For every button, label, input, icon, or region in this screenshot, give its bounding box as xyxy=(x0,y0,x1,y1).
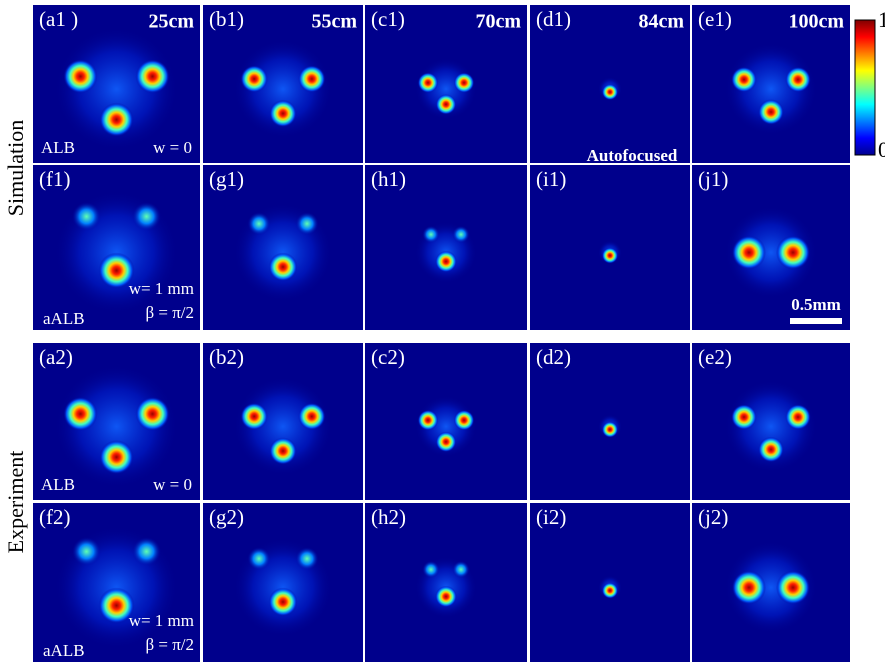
spot xyxy=(136,59,170,93)
annotation: ALB xyxy=(41,138,75,157)
panel-label: (i2) xyxy=(536,505,566,529)
dim-spot xyxy=(132,202,161,231)
panel-label: (a2) xyxy=(39,345,73,369)
panel-label: (g2) xyxy=(209,505,244,529)
panel-label: (e2) xyxy=(698,345,732,369)
panel-label: (b2) xyxy=(209,345,244,369)
spot xyxy=(454,73,474,93)
annotation: aALB xyxy=(43,641,85,660)
spot xyxy=(64,397,98,431)
spot xyxy=(136,397,170,431)
dim-spot xyxy=(295,212,318,235)
scale-bar xyxy=(790,318,842,324)
focus-spot xyxy=(602,422,618,438)
panel-label: (e1) xyxy=(698,7,732,31)
distance: 25cm xyxy=(148,11,194,33)
spot xyxy=(241,65,268,92)
spot xyxy=(418,410,438,430)
distance: 100cm xyxy=(788,11,844,33)
spot xyxy=(435,586,457,608)
spot xyxy=(418,73,438,93)
side-label: Experiment xyxy=(3,451,28,554)
spot xyxy=(436,94,456,114)
annotation: aALB xyxy=(43,309,85,328)
annotation: w= 1 mm xyxy=(129,279,194,298)
annotation: β = π/2 xyxy=(145,303,194,322)
spot xyxy=(776,236,810,270)
spot xyxy=(64,59,98,93)
panel-label: (i1) xyxy=(536,167,566,191)
dim-spot xyxy=(452,226,469,243)
dim-spot xyxy=(295,547,318,570)
distance: 84cm xyxy=(638,11,684,33)
annotation: Autofocused xyxy=(587,146,678,165)
spot xyxy=(100,103,134,137)
focus-spot xyxy=(602,583,618,599)
panel-label: (g1) xyxy=(209,167,244,191)
spot xyxy=(758,99,784,125)
spot xyxy=(269,437,296,464)
annotation: ALB xyxy=(41,475,75,494)
panel-label: (h1) xyxy=(371,167,406,191)
spot xyxy=(241,403,268,430)
focus-spot xyxy=(602,84,618,100)
colorbar xyxy=(855,20,875,155)
dim-spot xyxy=(422,561,439,578)
spot xyxy=(435,251,457,273)
panel-label: (f2) xyxy=(39,505,70,529)
spot xyxy=(269,253,298,282)
distance: 55cm xyxy=(311,11,357,33)
spot xyxy=(731,404,757,430)
spot xyxy=(436,432,456,452)
panel-label: (j1) xyxy=(698,167,728,191)
panel-label: (f1) xyxy=(39,167,70,191)
panel-label: (c1) xyxy=(371,7,405,31)
annotation: w = 0 xyxy=(153,475,192,494)
spot xyxy=(785,404,811,430)
halo xyxy=(233,203,332,302)
panel-label: (d1) xyxy=(536,7,571,31)
spot xyxy=(732,236,766,270)
spot xyxy=(298,403,325,430)
panel-label: (a1 ) xyxy=(39,7,78,31)
panel-label: (j2) xyxy=(698,505,728,529)
panel-label: (h2) xyxy=(371,505,406,529)
distance: 70cm xyxy=(475,11,521,33)
colorbar-tick: 0 xyxy=(878,137,885,162)
figure: Simulation Experiment 1 0 (a1 ) 25cm ALB w … xyxy=(0,0,885,662)
dim-spot xyxy=(72,202,101,231)
dim-spot xyxy=(247,212,270,235)
spot xyxy=(732,571,766,605)
spot xyxy=(269,100,296,127)
spot xyxy=(731,67,757,93)
colorbar-tick: 1 xyxy=(878,7,885,32)
spot xyxy=(100,440,134,474)
spot xyxy=(298,65,325,92)
spot xyxy=(785,67,811,93)
panel-label: (c2) xyxy=(371,345,405,369)
dim-spot xyxy=(247,547,270,570)
dim-spot xyxy=(452,561,469,578)
annotation: w= 1 mm xyxy=(129,611,194,630)
panel-label: (d2) xyxy=(536,345,571,369)
annotation: w = 0 xyxy=(153,138,192,157)
spot xyxy=(758,437,784,463)
dim-spot xyxy=(132,537,161,566)
panel-label: (b1) xyxy=(209,7,244,31)
dim-spot xyxy=(72,537,101,566)
annotation: 0.5mm xyxy=(791,295,841,314)
spot xyxy=(269,588,298,617)
spot xyxy=(454,410,474,430)
dim-spot xyxy=(422,226,439,243)
annotation: β = π/2 xyxy=(145,635,194,654)
focus-spot xyxy=(602,248,618,264)
halo xyxy=(233,538,332,637)
side-label: Simulation xyxy=(3,120,28,217)
spot xyxy=(776,571,810,605)
